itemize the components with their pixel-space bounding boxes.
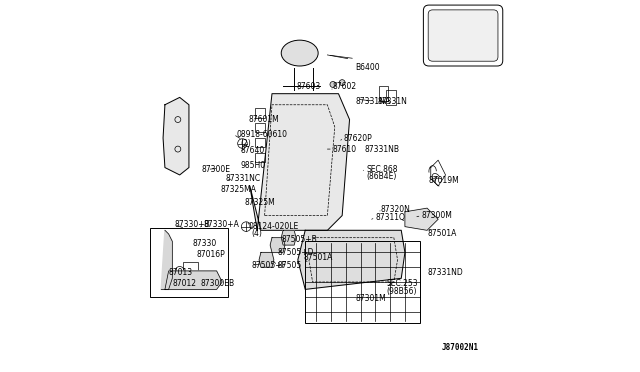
Polygon shape	[259, 253, 274, 267]
Text: 87300EB: 87300EB	[200, 279, 234, 288]
Bar	[255, 109, 264, 118]
Text: 08918-60610: 08918-60610	[237, 130, 288, 139]
Text: 87610: 87610	[333, 145, 357, 154]
Text: 87019M: 87019M	[429, 176, 460, 185]
Text: 87603: 87603	[296, 82, 320, 91]
Text: SEC.253: SEC.253	[387, 279, 418, 288]
Text: 87505: 87505	[278, 261, 302, 270]
Text: 87505+B: 87505+B	[281, 235, 317, 244]
Text: B6400: B6400	[355, 63, 380, 72]
Polygon shape	[161, 230, 172, 289]
Text: 87505+F: 87505+F	[252, 261, 287, 270]
Text: 87501A: 87501A	[303, 253, 333, 263]
Bar	[436, 44, 472, 55]
Text: 87505+D: 87505+D	[278, 248, 314, 257]
Polygon shape	[270, 238, 285, 253]
Text: 87501A: 87501A	[427, 230, 456, 238]
Bar	[436, 22, 453, 42]
Bar	[387, 90, 396, 105]
Bar	[255, 138, 264, 147]
Text: 87016P: 87016P	[196, 250, 225, 259]
Bar	[255, 153, 264, 162]
Text: 87602: 87602	[333, 82, 357, 91]
Text: 87300M: 87300M	[422, 211, 452, 220]
Text: (4): (4)	[252, 230, 262, 238]
Text: (86B4E): (86B4E)	[366, 172, 397, 181]
Text: 87640: 87640	[241, 147, 265, 155]
Text: 87330+A: 87330+A	[204, 220, 239, 229]
Bar	[305, 241, 420, 323]
Polygon shape	[298, 230, 405, 289]
FancyBboxPatch shape	[428, 10, 498, 61]
Text: 87331N: 87331N	[377, 97, 407, 106]
Bar	[184, 262, 198, 276]
Polygon shape	[165, 271, 222, 289]
Text: 87330: 87330	[193, 239, 217, 248]
Bar	[456, 22, 470, 33]
Circle shape	[438, 19, 444, 25]
Text: 87013: 87013	[168, 268, 193, 277]
Text: 08124-020LE: 08124-020LE	[248, 222, 298, 231]
FancyBboxPatch shape	[424, 5, 503, 66]
Text: 87330+B: 87330+B	[174, 220, 210, 229]
Text: 87325M: 87325M	[244, 198, 275, 207]
Text: 87311Q: 87311Q	[376, 213, 405, 222]
Text: 87325MA: 87325MA	[220, 185, 256, 194]
Circle shape	[445, 19, 451, 25]
Bar	[150, 228, 228, 297]
Text: 87601M: 87601M	[248, 115, 279, 124]
Text: 87301M: 87301M	[355, 294, 386, 303]
Text: 87331NC: 87331NC	[226, 174, 261, 183]
Text: 985H0: 985H0	[241, 161, 266, 170]
Polygon shape	[250, 94, 349, 230]
Text: 87012: 87012	[172, 279, 196, 288]
Text: (98B56): (98B56)	[387, 287, 417, 296]
Text: 87331NA: 87331NA	[355, 97, 390, 106]
Circle shape	[339, 80, 345, 86]
Text: SEC.868: SEC.868	[366, 165, 397, 174]
Text: (2): (2)	[241, 139, 252, 148]
Polygon shape	[163, 97, 189, 175]
Text: 87331NB: 87331NB	[364, 145, 399, 154]
Text: 87320N: 87320N	[381, 205, 411, 215]
Polygon shape	[405, 208, 438, 230]
Bar	[255, 123, 264, 132]
Text: J87002N1: J87002N1	[442, 343, 479, 352]
Polygon shape	[281, 230, 296, 245]
Bar	[456, 33, 468, 38]
Text: 87620P: 87620P	[344, 134, 372, 142]
Circle shape	[330, 81, 336, 87]
Text: 87331ND: 87331ND	[427, 268, 463, 277]
Ellipse shape	[281, 40, 318, 66]
Text: 87300E: 87300E	[202, 165, 231, 174]
Bar	[379, 86, 388, 101]
